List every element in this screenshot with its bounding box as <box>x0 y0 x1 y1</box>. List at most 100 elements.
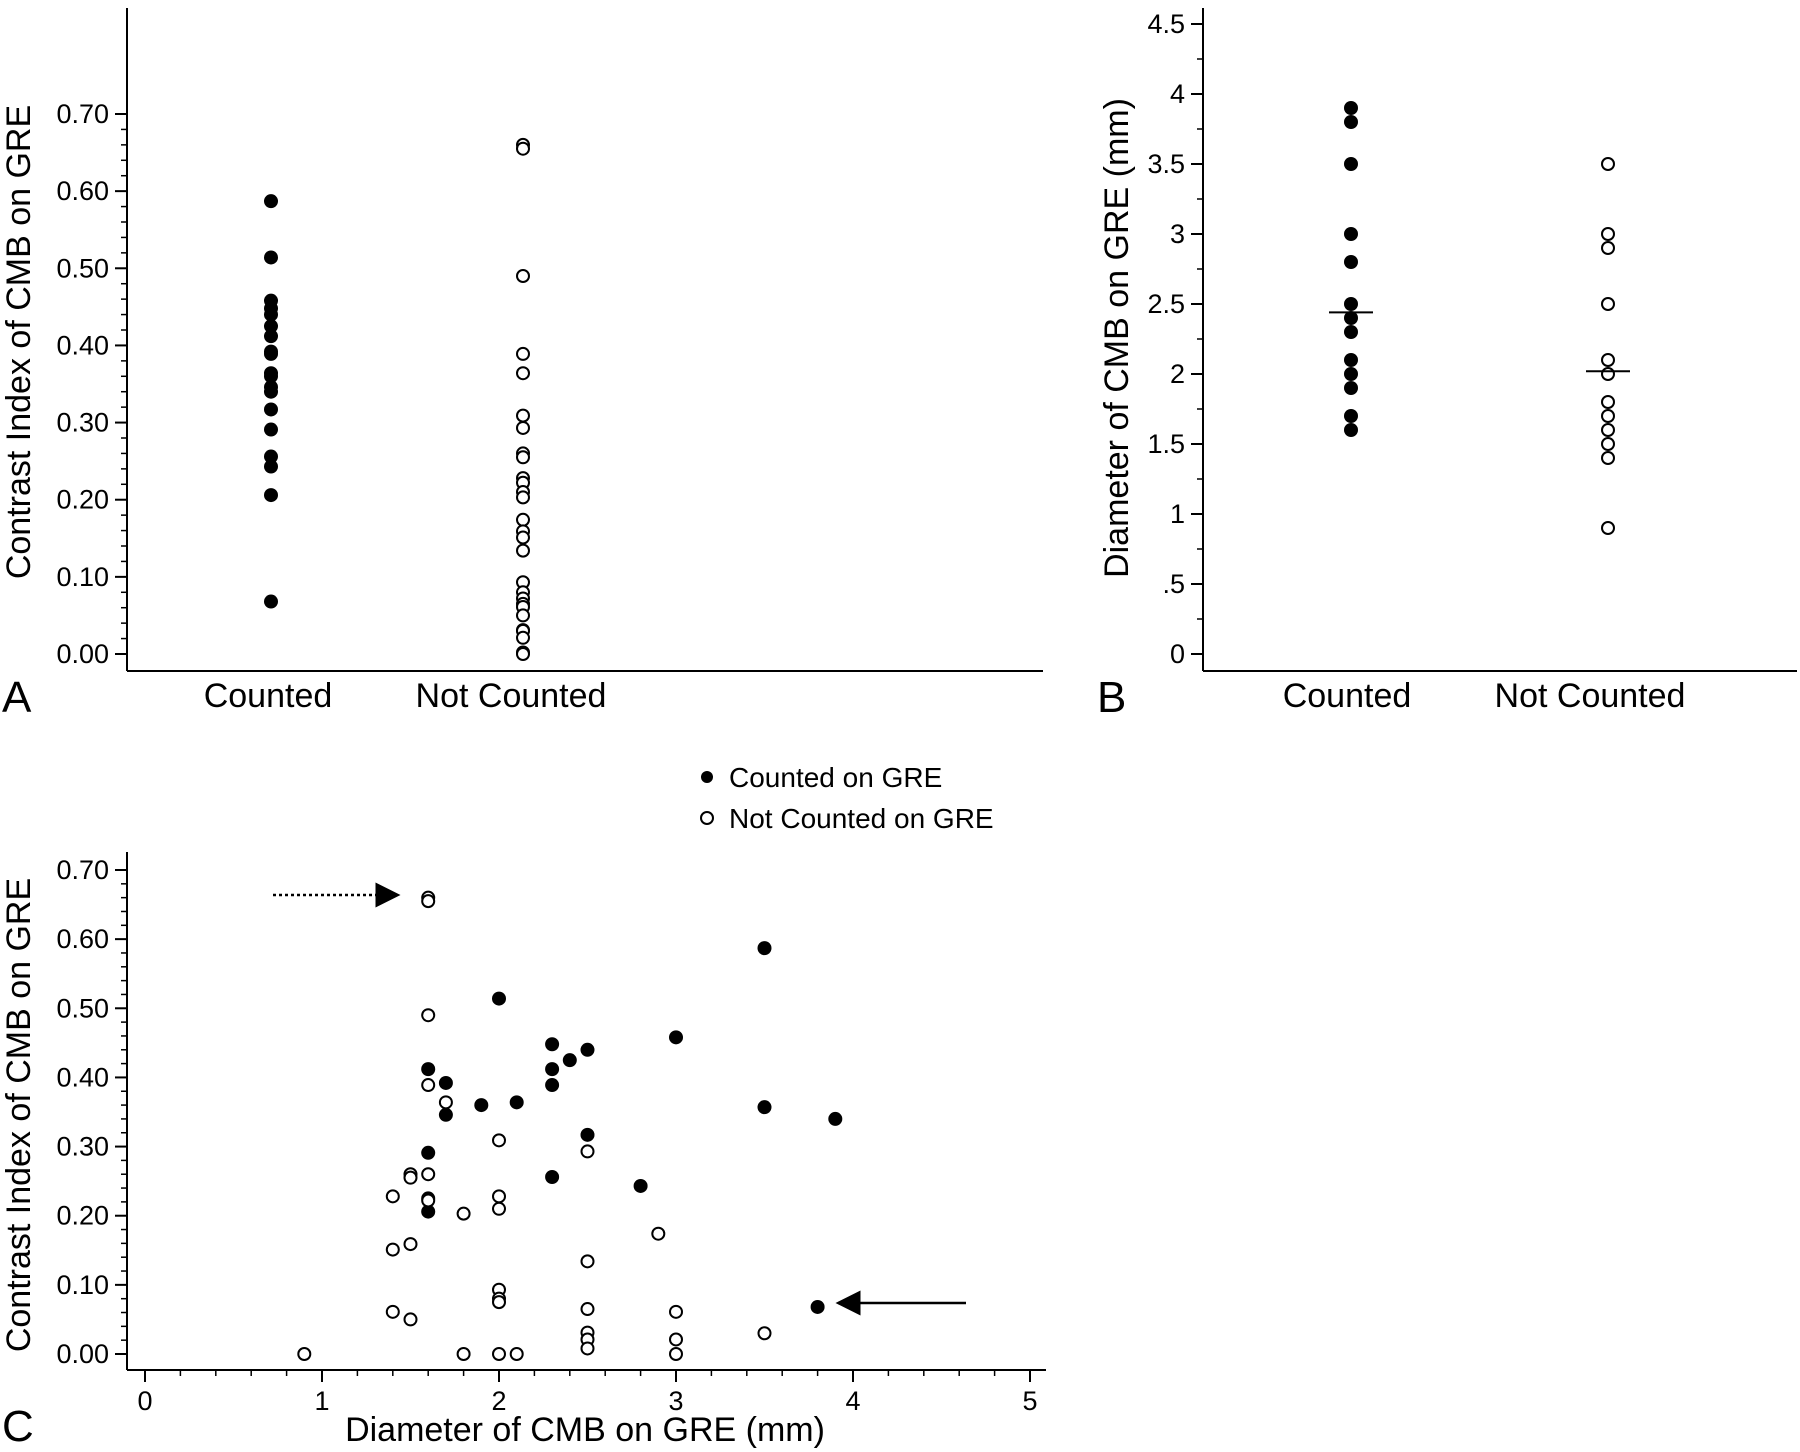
data-point-not-counted <box>1601 157 1615 171</box>
x-tick-label: 4 <box>845 1386 860 1416</box>
data-point-not-counted <box>580 1302 595 1317</box>
panel-b-category-label-not-counted: Not Counted <box>1495 677 1686 715</box>
data-point-counted <box>580 1127 595 1142</box>
data-point-counted <box>264 384 278 399</box>
data-point-not-counted <box>516 141 530 156</box>
panel-a: 0.00 0.10 0.20 0.30 0.40 0.50 0.60 0.70 Contras… <box>0 8 1043 722</box>
y-tick-label: 4 <box>1170 79 1185 109</box>
data-point-counted <box>545 1169 560 1184</box>
panel-b: 0 .5 1 1.5 2 2.5 3 3.5 4 4.5 Diameter of CMB on G… <box>1097 8 1797 722</box>
data-point-not-counted <box>1601 437 1615 451</box>
data-point-counted <box>757 941 772 956</box>
panel-c-points <box>297 890 843 1361</box>
data-point-not-counted <box>580 1341 595 1356</box>
data-point-not-counted <box>403 1312 418 1327</box>
data-point-counted <box>1344 115 1358 129</box>
data-point-not-counted <box>516 490 530 505</box>
y-tick-label: 0.30 <box>56 408 109 438</box>
y-tick-label: 2.5 <box>1147 289 1185 319</box>
data-point-counted <box>1344 409 1358 423</box>
data-point-not-counted <box>1601 451 1615 465</box>
y-tick-label: .5 <box>1162 569 1185 599</box>
data-point-not-counted <box>1601 521 1615 535</box>
panel-c: 0.00 0.10 0.20 0.30 0.40 0.50 0.60 0.70 0 1 2 3 4 5 C… <box>0 762 1046 1451</box>
data-point-not-counted <box>297 1347 312 1361</box>
y-tick-label: 3 <box>1170 219 1185 249</box>
data-point-not-counted <box>516 530 530 545</box>
panel-b-y-axis-title: Diameter of CMB on GRE (mm) <box>1098 98 1136 578</box>
data-point-counted <box>1344 325 1358 339</box>
data-point-counted <box>545 1037 560 1052</box>
data-point-not-counted <box>421 1193 436 1208</box>
data-point-counted <box>810 1299 825 1314</box>
data-point-counted <box>1344 227 1358 241</box>
data-point-not-counted <box>516 630 530 645</box>
panel-a-points <box>264 137 530 661</box>
data-point-not-counted <box>516 608 530 623</box>
data-point-counted <box>1344 255 1358 269</box>
data-point-counted <box>633 1178 648 1193</box>
data-point-not-counted <box>492 1201 506 1216</box>
y-tick-label: 0.60 <box>56 176 109 206</box>
data-point-not-counted <box>1601 367 1615 381</box>
panel-c-letter: C <box>2 1402 34 1451</box>
y-tick-label: 0.10 <box>56 562 109 592</box>
data-point-counted <box>421 1062 436 1077</box>
data-point-counted <box>264 307 278 322</box>
data-point-counted <box>545 1078 560 1093</box>
y-tick-label: 0.70 <box>56 99 109 129</box>
data-point-counted <box>1344 353 1358 367</box>
data-point-not-counted <box>385 1304 400 1319</box>
panel-c-axes: 0.00 0.10 0.20 0.30 0.40 0.50 0.60 0.70 0 1 2 3 4 5 <box>56 852 1046 1416</box>
data-point-counted <box>264 250 278 265</box>
data-point-counted <box>264 488 278 503</box>
data-point-not-counted <box>438 1095 453 1110</box>
data-point-not-counted <box>516 346 530 361</box>
data-point-counted <box>438 1075 453 1090</box>
y-tick-label: 0.50 <box>56 253 109 283</box>
data-point-not-counted <box>1601 395 1615 409</box>
data-point-counted <box>264 422 278 437</box>
panel-b-letter: B <box>1097 673 1126 722</box>
y-tick-label: 0.40 <box>56 330 109 360</box>
data-point-not-counted <box>516 543 530 558</box>
data-point-not-counted <box>385 1242 400 1257</box>
data-point-counted <box>421 1204 436 1219</box>
data-point-not-counted <box>1601 353 1615 367</box>
data-point-not-counted <box>492 1295 506 1310</box>
legend-label-not-counted: Not Counted on GRE <box>729 803 994 834</box>
data-point-not-counted <box>492 1347 506 1361</box>
y-tick-label: 0.60 <box>56 924 109 954</box>
x-tick-label: 2 <box>491 1386 506 1416</box>
y-tick-label: 4.5 <box>1147 9 1185 39</box>
data-point-counted <box>264 369 278 384</box>
y-tick-label: 0 <box>1170 639 1185 669</box>
data-point-not-counted <box>456 1206 471 1221</box>
y-tick-label: 1 <box>1170 499 1185 529</box>
data-point-counted <box>421 1145 436 1160</box>
panel-b-points <box>1329 101 1630 535</box>
data-point-not-counted <box>403 1170 418 1185</box>
y-tick-label: 0.00 <box>56 1339 109 1369</box>
data-point-not-counted <box>1601 227 1615 241</box>
data-point-counted <box>562 1053 577 1068</box>
data-point-not-counted <box>516 408 530 423</box>
data-point-not-counted <box>516 512 530 527</box>
data-point-not-counted <box>669 1347 683 1361</box>
data-point-not-counted <box>492 1133 506 1148</box>
data-point-counted <box>264 459 278 474</box>
y-tick-label: 1.5 <box>1147 429 1185 459</box>
data-point-not-counted <box>421 1167 436 1182</box>
data-point-not-counted <box>421 894 436 909</box>
y-tick-label: 0.00 <box>56 639 109 669</box>
data-point-counted <box>580 1042 595 1057</box>
data-point-not-counted <box>1601 241 1615 255</box>
y-tick-label: 0.40 <box>56 1062 109 1092</box>
data-point-not-counted <box>385 1189 400 1204</box>
data-point-counted <box>264 449 278 464</box>
data-point-not-counted <box>516 366 530 381</box>
data-point-counted <box>828 1111 843 1126</box>
data-point-not-counted <box>403 1237 418 1252</box>
panel-c-legend: Counted on GRE Not Counted on GRE <box>700 762 994 834</box>
data-point-not-counted <box>580 1254 595 1269</box>
